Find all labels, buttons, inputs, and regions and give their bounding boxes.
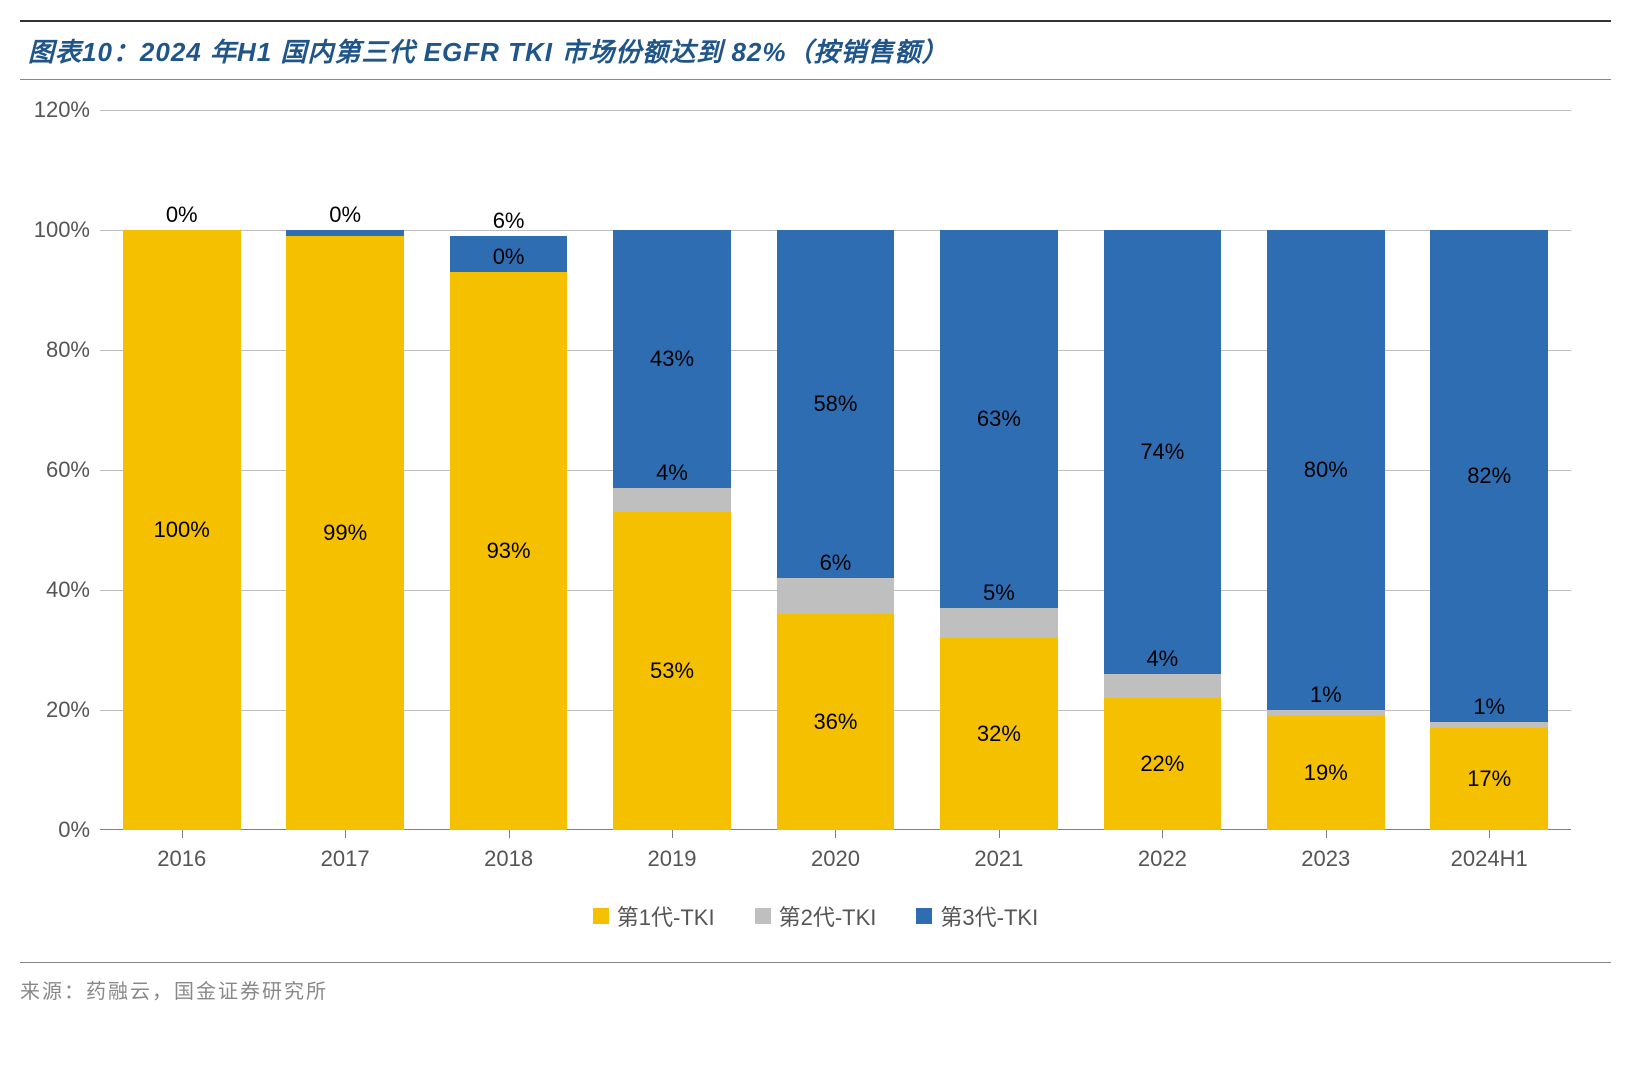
legend-swatch <box>755 908 771 924</box>
x-tick-mark <box>1162 830 1163 838</box>
x-axis-label: 2023 <box>1232 846 1420 872</box>
x-axis-label: 2021 <box>905 846 1093 872</box>
bar-group: 2024H117%1%82% <box>1430 110 1548 830</box>
bar-segment <box>940 638 1058 830</box>
bar-segment <box>1430 728 1548 830</box>
bar-segment <box>286 236 404 830</box>
x-tick-mark <box>672 830 673 838</box>
value-label: 6% <box>450 208 568 234</box>
source-text: 来源：药融云，国金证券研究所 <box>20 981 328 1003</box>
bar-group: 201953%4%43% <box>613 110 731 830</box>
bar-segment <box>450 272 568 830</box>
legend: 第1代-TKI 第2代-TKI 第3代-TKI <box>20 900 1611 932</box>
x-axis-label: 2024H1 <box>1395 846 1583 872</box>
x-axis-label: 2022 <box>1068 846 1256 872</box>
bar-segment <box>613 230 731 488</box>
bar-segment <box>1267 716 1385 830</box>
legend-label: 第1代-TKI <box>617 900 715 932</box>
y-tick-label: 60% <box>30 457 90 483</box>
bar-segment <box>777 614 895 830</box>
bar-segment <box>450 236 568 272</box>
bar-segment <box>613 512 731 830</box>
y-tick-label: 40% <box>30 577 90 603</box>
bars-wrap: 2016100%0% 201799%0% 201893%0%6% 201953%4%4… <box>100 110 1571 830</box>
plot-area: 0%20%40%60%80%100%120% 2016100%0%201799%… <box>100 110 1571 830</box>
bar-group: 202036%6%58% <box>777 110 895 830</box>
bar-segment <box>613 488 731 512</box>
legend-label: 第2代-TKI <box>779 900 877 932</box>
bar-group: 202132%5%63% <box>940 110 1058 830</box>
y-axis: 0%20%40%60%80%100%120% <box>30 110 90 830</box>
legend-label: 第3代-TKI <box>940 900 1038 932</box>
bar-segment <box>123 230 241 830</box>
value-label: 0% <box>286 202 404 228</box>
x-tick-mark <box>345 830 346 838</box>
bar-segment <box>777 230 895 578</box>
bar-segment <box>286 230 404 236</box>
bar-segment <box>1104 698 1222 830</box>
bar-segment <box>1104 230 1222 674</box>
x-axis-label: 2020 <box>741 846 929 872</box>
legend-swatch <box>916 908 932 924</box>
bar-group: 201893%0%6% <box>450 110 568 830</box>
bar-group: 2016100%0% <box>123 110 241 830</box>
y-tick-label: 100% <box>30 217 90 243</box>
chart-title: 图表10：2024 年H1 国内第三代 EGFR TKI 市场份额达到 82%（… <box>28 37 948 67</box>
bar-segment <box>940 608 1058 638</box>
x-axis-label: 2016 <box>88 846 276 872</box>
title-bar: 图表10：2024 年H1 国内第三代 EGFR TKI 市场份额达到 82%（… <box>20 20 1611 80</box>
source-footer: 来源：药融云，国金证券研究所 <box>20 962 1611 1004</box>
value-label: 0% <box>123 202 241 228</box>
bar-group: 202222%4%74% <box>1104 110 1222 830</box>
y-tick-label: 120% <box>30 97 90 123</box>
legend-swatch <box>593 908 609 924</box>
x-tick-mark <box>509 830 510 838</box>
legend-item: 第3代-TKI <box>916 900 1038 932</box>
x-axis-label: 2019 <box>578 846 766 872</box>
bar-segment <box>1267 710 1385 716</box>
chart-container: 图表10：2024 年H1 国内第三代 EGFR TKI 市场份额达到 82%（… <box>20 20 1611 1047</box>
y-tick-label: 80% <box>30 337 90 363</box>
legend-item: 第1代-TKI <box>593 900 715 932</box>
bar-segment <box>1267 230 1385 710</box>
bar-segment <box>1104 674 1222 698</box>
bar-segment <box>777 578 895 614</box>
x-tick-mark <box>182 830 183 838</box>
y-tick-label: 0% <box>30 817 90 843</box>
bar-segment <box>1430 722 1548 728</box>
bar-group: 202319%1%80% <box>1267 110 1385 830</box>
legend-item: 第2代-TKI <box>755 900 877 932</box>
x-tick-mark <box>835 830 836 838</box>
bar-group: 201799%0% <box>286 110 404 830</box>
x-tick-mark <box>1489 830 1490 838</box>
x-axis-label: 2017 <box>251 846 439 872</box>
x-tick-mark <box>999 830 1000 838</box>
x-tick-mark <box>1326 830 1327 838</box>
x-axis-label: 2018 <box>414 846 602 872</box>
y-tick-label: 20% <box>30 697 90 723</box>
bar-segment <box>1430 230 1548 722</box>
bar-segment <box>940 230 1058 608</box>
